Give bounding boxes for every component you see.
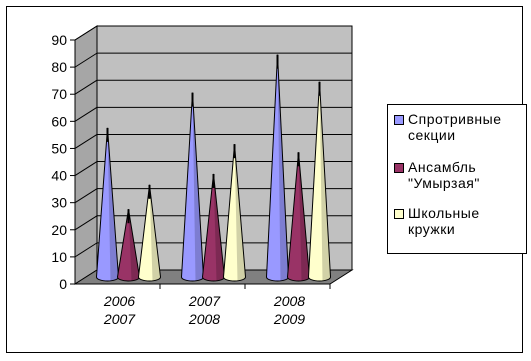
legend-item-series-3: Школьные кружки: [394, 205, 531, 237]
gridline-side: [74, 25, 98, 41]
y-tick-label: 50: [51, 140, 67, 156]
y-tick-label: 90: [51, 32, 67, 48]
legend-swatch-series-2: [394, 163, 404, 173]
y-tick-label: 70: [51, 86, 67, 102]
x-category-label: 2007: [188, 293, 221, 309]
legend-item-series-2: Ансамбль "Умырзая": [394, 159, 531, 191]
legend-item-series-1: Спротривные секции: [394, 111, 531, 143]
back-wall: [96, 25, 353, 271]
gridline-side: [74, 79, 98, 95]
y-tick-label: 30: [51, 195, 67, 211]
gridline-side: [74, 52, 98, 68]
legend-label-series-3: Школьные кружки: [408, 205, 480, 237]
cone-2-cat-3: [286, 152, 311, 282]
legend-label-series-2: Ансамбль "Умырзая": [408, 159, 480, 191]
y-tick-label: 60: [51, 113, 67, 129]
gridline-side: [74, 106, 98, 122]
gridline-side: [74, 161, 98, 176]
y-tick-label: 10: [51, 249, 67, 265]
gridline-side: [74, 242, 98, 258]
y-tick-label: 20: [51, 222, 67, 238]
gridline-side: [74, 188, 98, 204]
cone-3-cat-1: [137, 184, 162, 282]
cone-3-cat-2: [222, 144, 247, 282]
gridline-side: [74, 134, 98, 149]
x-category-label: 2006: [103, 293, 135, 309]
chart-legend: Спротривные секции Ансамбль "Умырзая" Шк…: [387, 104, 527, 254]
gridline-side: [74, 215, 98, 231]
y-tick-label: 80: [51, 59, 67, 75]
legend-swatch-series-1: [394, 115, 404, 125]
y-tick-label: 40: [51, 168, 67, 184]
x-category-label: 2008: [188, 311, 220, 327]
y-tick-label: 0: [59, 276, 67, 292]
legend-label-series-1: Спротривные секции: [408, 111, 502, 143]
legend-swatch-series-3: [394, 209, 404, 219]
x-category-label: 2007: [103, 311, 136, 327]
cone-3-cat-3: [307, 81, 332, 282]
x-category-label: 2008: [273, 293, 305, 309]
x-category-label: 2009: [273, 311, 305, 327]
